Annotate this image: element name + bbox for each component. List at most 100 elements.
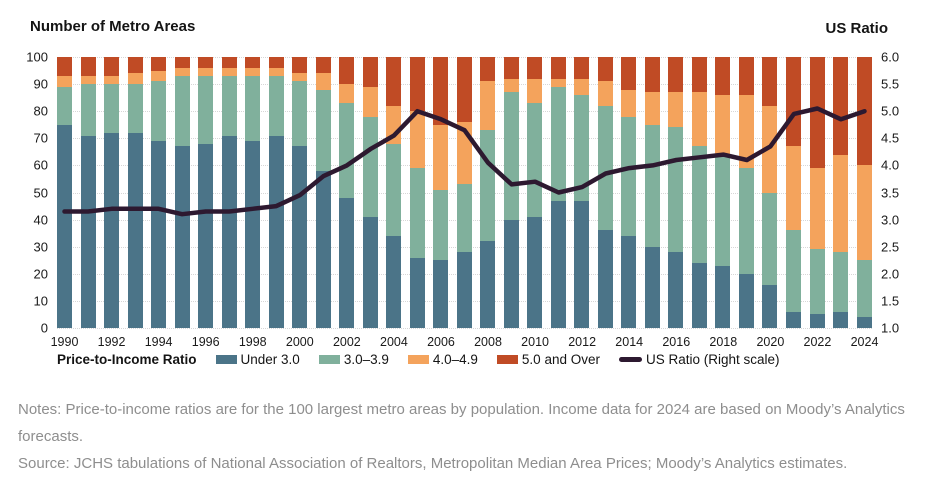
bar-segment — [315, 170, 331, 328]
x-tick-label: 2000 — [285, 335, 314, 349]
bar-segment — [456, 122, 472, 185]
bar-segment — [386, 105, 402, 144]
bar-2024 — [856, 57, 872, 328]
y-tick-label: 20 — [33, 266, 48, 282]
bar-segment — [433, 189, 449, 261]
bar-segment — [856, 260, 872, 318]
bar-segment — [644, 92, 660, 125]
bar-segment — [151, 81, 167, 142]
bar-segment — [550, 200, 566, 328]
bar-segment — [480, 57, 496, 82]
bar-segment — [104, 132, 120, 328]
legend-label: 5.0 and Over — [521, 352, 600, 367]
bar-segment — [597, 57, 613, 82]
bar-2011 — [550, 57, 566, 328]
y-tick-label: 6.0 — [881, 49, 900, 65]
y-tick-label: 100 — [26, 49, 48, 65]
bar-segment — [409, 57, 425, 112]
bar-segment — [833, 311, 849, 328]
bar-segment — [386, 235, 402, 328]
bar-segment — [833, 57, 849, 155]
bar-segment — [268, 135, 284, 328]
bar-1997 — [221, 57, 237, 328]
x-tick-label: 2010 — [521, 335, 549, 349]
bar-segment — [57, 124, 72, 328]
bar-segment — [315, 89, 331, 171]
bar-segment — [597, 81, 613, 106]
bar-segment — [809, 168, 825, 250]
bar-segment — [315, 73, 331, 90]
y-tick-label: 70 — [33, 130, 48, 146]
bar-2022 — [809, 57, 825, 328]
bar-segment — [785, 311, 801, 328]
bar-segment — [104, 84, 120, 133]
bar-segment — [527, 103, 543, 217]
bar-segment — [245, 75, 261, 142]
bar-segment — [339, 84, 355, 104]
bar-segment — [151, 70, 167, 82]
bar-segment — [339, 103, 355, 198]
bar-segment — [550, 86, 566, 201]
y-tick-label: 10 — [33, 293, 48, 309]
y-tick-label: 3.0 — [881, 212, 900, 228]
bar-segment — [362, 86, 378, 117]
bar-segment — [809, 249, 825, 315]
bar-segment — [221, 67, 237, 76]
bar-segment — [433, 260, 449, 328]
bar-segment — [785, 230, 801, 312]
bar-2015 — [644, 57, 660, 328]
bar-segment — [644, 57, 660, 93]
bar-2018 — [715, 57, 731, 328]
bar-2007 — [456, 57, 472, 328]
bar-segment — [339, 57, 355, 85]
bar-2004 — [386, 57, 402, 328]
x-tick-label: 2006 — [427, 335, 455, 349]
y-tick-label: 5.0 — [881, 103, 900, 119]
bar-segment — [362, 216, 378, 328]
bar-segment — [409, 168, 425, 258]
bar-segment — [57, 57, 72, 76]
y-tick-label: 90 — [33, 76, 48, 92]
y-tick-label: 4.0 — [881, 157, 900, 173]
bar-segment — [668, 92, 684, 128]
bar-segment — [127, 84, 143, 133]
bar-segment — [174, 146, 190, 328]
bar-segment — [456, 184, 472, 253]
bar-segment — [386, 57, 402, 106]
bar-2001 — [315, 57, 331, 328]
bar-segment — [644, 124, 660, 247]
bar-1992 — [104, 57, 120, 328]
right-axis-title: US Ratio — [825, 20, 888, 37]
bar-2012 — [574, 57, 590, 328]
bar-1999 — [268, 57, 284, 328]
bar-segment — [174, 75, 190, 147]
bar-1995 — [174, 57, 190, 328]
bar-segment — [480, 241, 496, 328]
bar-segment — [762, 192, 778, 285]
legend-title: Price-to-Income Ratio — [57, 352, 197, 367]
legend-item: 4.0–4.9 — [407, 352, 478, 367]
bar-segment — [174, 57, 190, 68]
bar-segment — [80, 135, 96, 328]
bar-segment — [409, 257, 425, 328]
bar-segment — [292, 146, 308, 328]
bar-segment — [245, 141, 261, 328]
bar-2016 — [668, 57, 684, 328]
legend-label: 3.0–3.9 — [343, 352, 389, 367]
bar-segment — [856, 165, 872, 261]
bar-segment — [362, 116, 378, 217]
bar-2021 — [785, 57, 801, 328]
bar-1996 — [198, 57, 214, 328]
x-tick-label: 1990 — [50, 335, 79, 349]
bar-2008 — [480, 57, 496, 328]
legend-label: US Ratio (Right scale) — [645, 352, 780, 367]
bar-segment — [833, 154, 849, 253]
bar-segment — [785, 57, 801, 147]
bar-segment — [57, 86, 72, 125]
bar-segment — [574, 200, 590, 328]
bar-segment — [456, 252, 472, 328]
bar-segment — [527, 57, 543, 79]
bar-segment — [221, 57, 237, 68]
bar-segment — [409, 111, 425, 169]
